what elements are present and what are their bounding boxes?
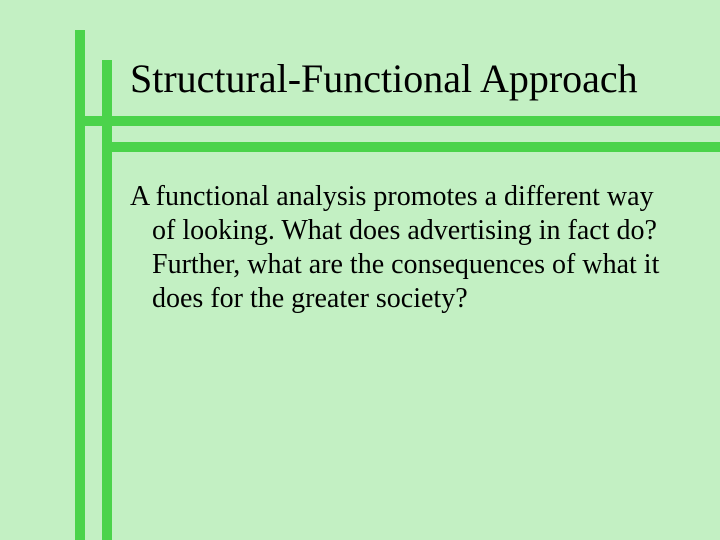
- decor-horizontal-top: [75, 116, 720, 126]
- body-paragraph: A functional analysis promotes a differe…: [130, 180, 680, 317]
- decor-horizontal-second: [102, 142, 720, 152]
- decor-vertical-inner: [102, 60, 112, 540]
- decor-vertical-outer: [75, 30, 85, 540]
- slide-body: A functional analysis promotes a differe…: [130, 180, 680, 317]
- slide-title: Structural-Functional Approach: [130, 55, 638, 102]
